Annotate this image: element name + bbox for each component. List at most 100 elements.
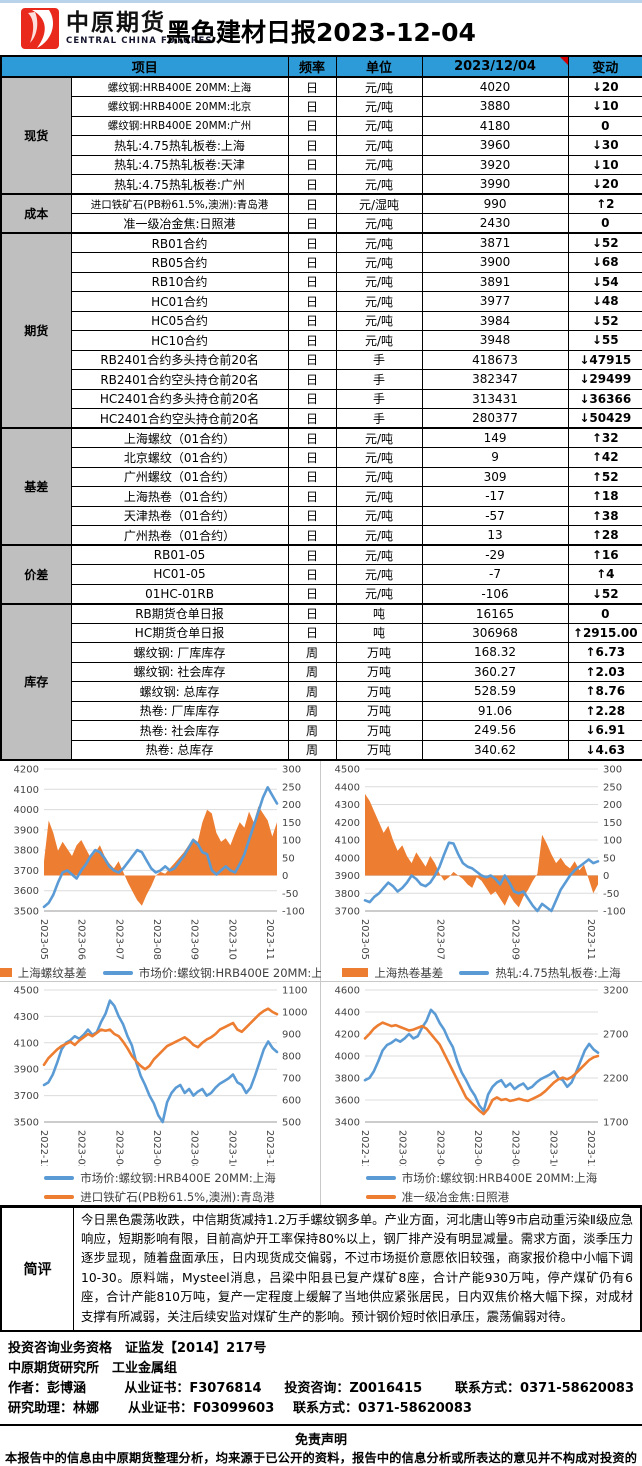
cell-value: -17 — [421, 486, 569, 507]
svg-text:100: 100 — [282, 835, 301, 846]
cell-unit: 元/吨 — [335, 564, 423, 585]
svg-text:2022-12: 2022-12 — [359, 1130, 370, 1166]
qualification-line: 投资咨询业务资格 证监发【2014】217号 — [8, 1341, 267, 1357]
svg-text:4300: 4300 — [14, 1011, 39, 1022]
cell-change: ↑52 — [567, 466, 642, 487]
table-row: HC05合约日元/吨 3984 ↓52 — [1, 310, 642, 331]
cell-item: 螺纹钢: 厂库库存 — [70, 642, 289, 663]
cell-value: 528.59 — [421, 681, 569, 702]
cell-change: 0 — [567, 213, 642, 234]
chart-shanghai-hrc-basis-plot: 4500 4400 4300 4200 4100 4000 3900 3800 3700 300 2… — [335, 764, 626, 960]
cell-item: 北京螺纹（01合约） — [70, 447, 289, 468]
cell-unit: 元/吨 — [335, 486, 423, 507]
cell-change: ↓50429 — [567, 408, 642, 429]
svg-text:4000: 4000 — [335, 1051, 360, 1062]
cell-item: RB2401合约多头持仓前20名 — [70, 349, 289, 370]
cell-change: ↓30 — [567, 135, 642, 156]
table-row: 准一级冶金焦:日照港日元/吨 2430 0 — [1, 213, 642, 234]
cell-change: ↓52 — [567, 310, 642, 331]
brand-name-cn: 中原期货 — [66, 9, 166, 37]
legend-label: 市场价:螺纹钢:HRB400E 20MM:上海 — [138, 965, 335, 980]
cell-freq: 日 — [287, 447, 337, 468]
chart-shanghai-rebar-basis-legend: 上海螺纹基差 市场价:螺纹钢:HRB400E 20MM:上海 — [0, 965, 334, 981]
cell-item: 广州螺纹（01合约） — [70, 466, 289, 487]
cell-unit: 元/吨 — [335, 96, 423, 117]
legend-item: 热轧:4.75热轧板卷:上海 — [459, 965, 621, 981]
cell-freq: 日 — [287, 427, 337, 448]
cell-change: ↓20 — [567, 76, 642, 97]
cell-item: 01HC-01RB — [70, 583, 289, 604]
credential-segment: 从业证书：F03099603 — [128, 1401, 275, 1417]
table-row: 库存 RB期货仓单日报日吨 16165 0 — [0, 602, 642, 760]
cell-unit: 元/吨 — [335, 583, 423, 604]
disclaimer-text: 本报告中的信息由中原期货整理分析，均来源于已公开的资料，报告中的信息分析或所表达… — [5, 1450, 637, 1465]
table-row: 螺纹钢: 社会库存周万吨 360.27 ↑2.03 — [1, 661, 642, 682]
svg-text:700: 700 — [282, 1073, 301, 1084]
cell-item: 天津热卷（01合约） — [70, 505, 289, 526]
svg-text:4000: 4000 — [335, 853, 360, 864]
legend-item: 市场价:螺纹钢:HRB400E 20MM:上海 — [44, 1170, 276, 1186]
cell-freq: 日 — [287, 174, 337, 195]
svg-text:2023-12: 2023-12 — [585, 1130, 596, 1166]
cell-item: 热轧:4.75热轧板卷:广州 — [70, 174, 289, 195]
company-logo: 中原期货 CENTRAL CHINA FUTURES — [20, 7, 213, 50]
svg-text:50: 50 — [603, 853, 616, 864]
svg-text:2023-08: 2023-08 — [189, 1130, 200, 1166]
table-row: 热卷: 社会库存周万吨 249.56 ↓6.91 — [1, 720, 642, 741]
svg-text:3800: 3800 — [335, 1073, 360, 1084]
cell-change: ↓29499 — [567, 369, 642, 390]
svg-text:3900: 3900 — [335, 871, 360, 882]
cell-change: ↓52 — [567, 583, 642, 604]
chart-rebar-vs-coke: 4600 4400 4200 4000 3800 3600 3400 3200 2700 2200… — [321, 981, 642, 1205]
cell-value: 249.56 — [421, 720, 569, 741]
cell-value: -7 — [421, 564, 569, 585]
credential-segment: 从业证书：F3076814 — [124, 1381, 262, 1397]
svg-text:2200: 2200 — [603, 1073, 628, 1084]
cell-item: HC2401合约多头持仓前20名 — [70, 388, 289, 409]
cell-item: 进口铁矿石(PB粉61.5%,澳洲):青岛港 — [70, 193, 289, 214]
cell-change: ↓4.63 — [567, 739, 642, 760]
commentary-text: 今日黑色震荡收跌，中信期货减持1.2万手螺纹钢多单。产业方面，河北唐山等9市启动… — [81, 1212, 633, 1324]
svg-text:4100: 4100 — [335, 835, 360, 846]
cell-item: 螺纹钢:HRB400E 20MM:广州 — [70, 115, 289, 136]
legend-label: 上海热卷基差 — [374, 965, 444, 980]
legend-label: 进口铁矿石(PB粉61.5%,澳洲):青岛港 — [80, 1189, 275, 1204]
svg-text:4200: 4200 — [335, 817, 360, 828]
legend-item: 上海热卷基差 — [342, 965, 443, 981]
table-row: 价差 RB01-05 日元/吨 -29 ↑16 — [0, 544, 642, 604]
cell-value: 9 — [421, 447, 569, 468]
table-header-row: 项目 频率 单位 2023/12/04 变动 — [0, 55, 642, 78]
svg-text:2023-05: 2023-05 — [38, 919, 49, 960]
svg-text:-50: -50 — [282, 888, 298, 899]
svg-text:0: 0 — [603, 871, 609, 882]
svg-text:2023-09: 2023-09 — [189, 919, 200, 960]
cell-item: 上海热卷（01合约） — [70, 486, 289, 507]
svg-text:250: 250 — [603, 782, 622, 793]
cell-value: 309 — [421, 466, 569, 487]
table-row: RB2401合约多头持仓前20名日手 418673 ↓47915 — [1, 349, 642, 370]
svg-text:2023-10: 2023-10 — [547, 1130, 558, 1166]
cell-item: 热卷: 社会库存 — [70, 720, 289, 741]
chart-rebar-vs-ironore-legend: 市场价:螺纹钢:HRB400E 20MM:上海进口铁矿石(PB粉61.5%,澳洲… — [44, 1170, 276, 1205]
cell-item: 广州热卷（01合约） — [70, 525, 289, 546]
svg-text:1100: 1100 — [282, 985, 307, 996]
cell-unit: 元/吨 — [335, 447, 423, 468]
cell-change: ↓55 — [567, 330, 642, 351]
chart-shanghai-hrc-basis-legend: 上海热卷基差 热轧:4.75热轧板卷:上海 — [321, 965, 642, 981]
svg-text:0: 0 — [282, 871, 288, 882]
svg-text:2023-06: 2023-06 — [76, 919, 87, 960]
cell-unit: 元/吨 — [335, 291, 423, 312]
cell-value: 3871 — [421, 232, 569, 253]
chart-shanghai-hrc-basis: 4500 4400 4300 4200 4100 4000 3900 3800 3700 300 2… — [321, 760, 642, 982]
table-row: 现货 螺纹钢:HRB400E 20MM:上海日元/吨 4020 ↓20 — [0, 76, 642, 195]
cell-value: 3920 — [421, 154, 569, 175]
svg-text:3700: 3700 — [14, 1091, 39, 1102]
cell-unit: 元/吨 — [335, 154, 423, 175]
cell-item: RB期货仓单日报 — [70, 602, 289, 624]
cell-value: 16165 — [421, 602, 569, 624]
svg-text:3700: 3700 — [335, 906, 360, 917]
svg-text:4200: 4200 — [335, 1029, 360, 1040]
cell-change: ↑2.28 — [567, 700, 642, 721]
svg-text:2023-07: 2023-07 — [434, 919, 445, 960]
cell-freq: 日 — [287, 564, 337, 585]
